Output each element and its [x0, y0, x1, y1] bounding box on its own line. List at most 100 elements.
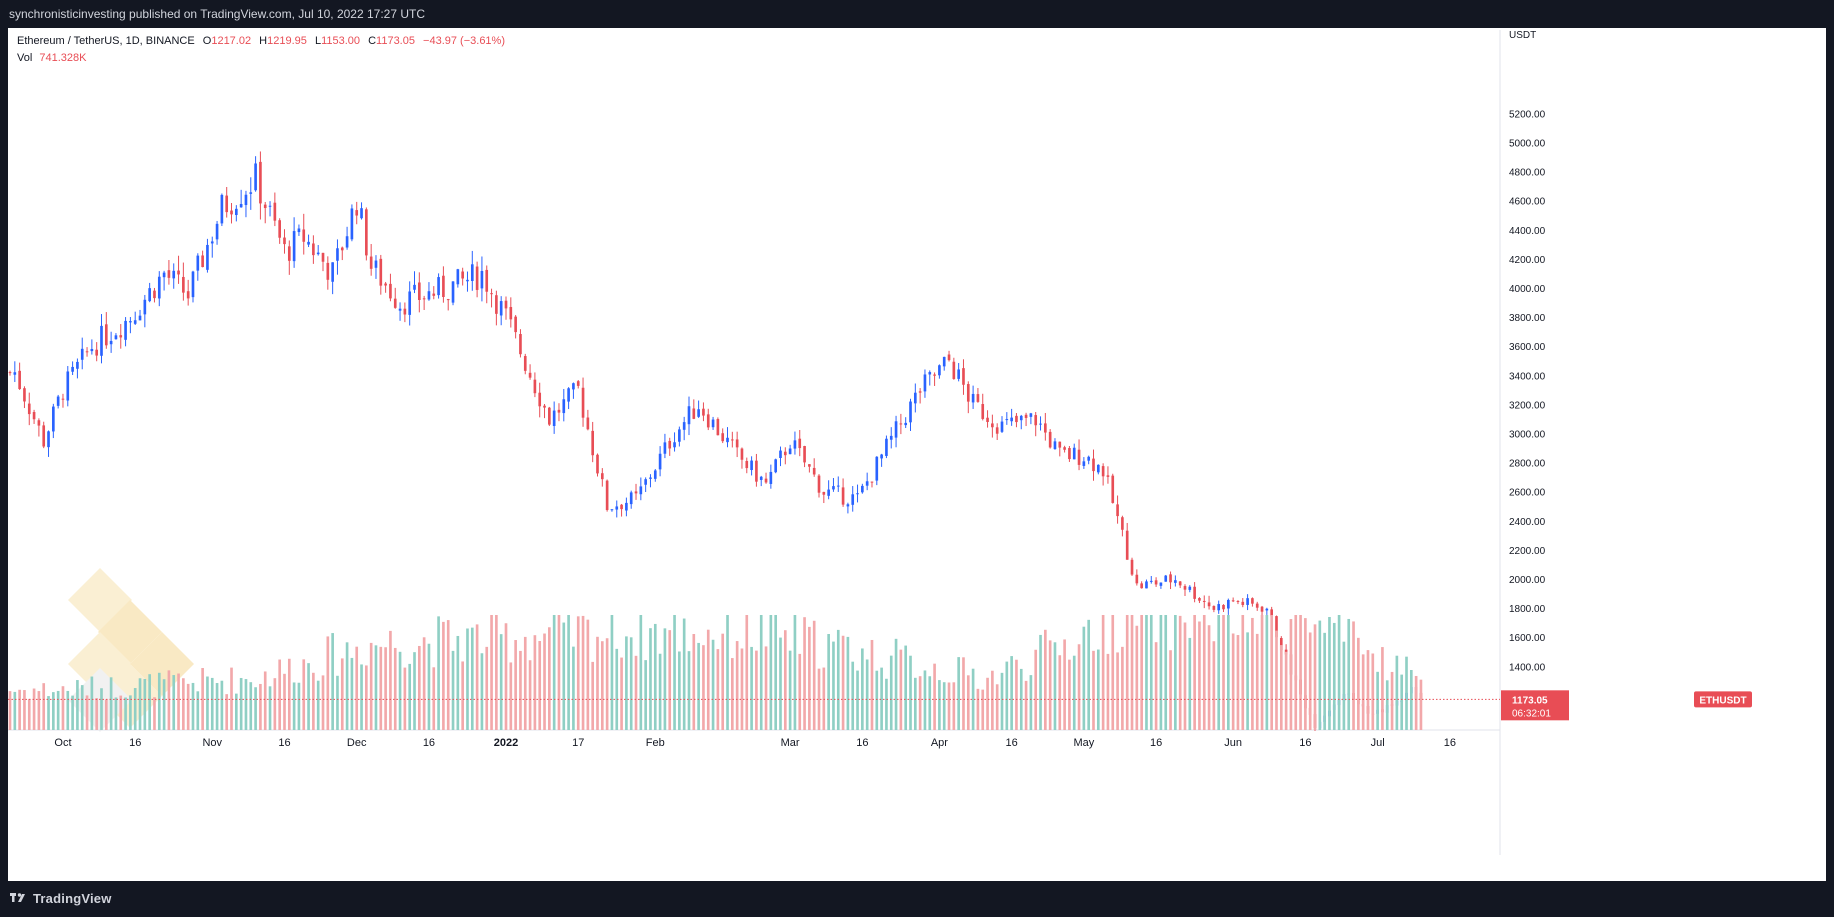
time-tick-label: 2022: [494, 737, 518, 749]
chart-panel[interactable]: [8, 28, 1826, 881]
candle-body: [552, 410, 556, 426]
volume-bar: [1024, 680, 1028, 730]
volume-bar: [326, 636, 330, 730]
last-price-value: 1173.05: [1512, 695, 1548, 706]
volume-bar: [1376, 671, 1379, 730]
candle-body: [678, 429, 681, 442]
candle-body: [1265, 608, 1269, 611]
candle-body: [52, 406, 55, 432]
volume-bar: [1236, 635, 1240, 730]
vol-value: 741.328K: [39, 52, 87, 64]
volume-bar: [514, 640, 517, 730]
volume-bar: [557, 615, 561, 730]
candle-body: [1241, 601, 1245, 605]
candle-body: [37, 420, 41, 426]
candle-body: [114, 335, 118, 340]
volume-bar: [1414, 675, 1418, 730]
volume-bar: [1212, 641, 1216, 730]
tradingview-logo-icon[interactable]: [10, 893, 28, 905]
candle-body: [230, 210, 233, 215]
time-tick-label: Apr: [931, 737, 948, 749]
vol-label[interactable]: Vol: [17, 52, 33, 64]
volume-bar: [456, 635, 460, 730]
candle-body: [1005, 419, 1009, 421]
volume-bar: [480, 653, 484, 730]
volume-bar: [885, 678, 888, 730]
candle-body: [957, 369, 960, 379]
symbol-title[interactable]: Ethereum / TetherUS, 1D, BINANCE: [17, 35, 195, 47]
volume-legend: Vol 741.328K: [17, 52, 86, 64]
volume-bar: [827, 633, 830, 730]
volume-bar: [1082, 626, 1086, 730]
volume-bar: [350, 657, 354, 730]
candle-body: [889, 435, 893, 440]
candle-body: [1251, 598, 1254, 604]
volume-bar: [504, 623, 508, 730]
candle-body: [456, 269, 460, 285]
time-tick-label: 17: [572, 737, 584, 749]
time-tick-label: 16: [1150, 737, 1162, 749]
volume-bar: [519, 650, 522, 730]
volume-bar: [721, 633, 725, 730]
volume-bar: [206, 676, 209, 730]
candle-body: [1010, 417, 1013, 422]
candle-body: [1087, 456, 1091, 461]
volume-bar: [933, 663, 936, 730]
candle-body: [451, 281, 455, 303]
candle-body: [201, 255, 204, 268]
published-caption: synchronisticinvesting published on Trad…: [9, 7, 426, 21]
candle-body: [856, 493, 859, 495]
volume-bar: [119, 695, 123, 730]
candle-body: [528, 372, 532, 378]
volume-bar: [495, 615, 498, 730]
volume-bar: [1169, 650, 1172, 730]
volume-bar: [947, 682, 951, 730]
volume-bar: [812, 620, 816, 730]
volume-bar: [986, 677, 989, 730]
volume-bar: [133, 688, 137, 730]
candle-body: [875, 456, 879, 481]
volume-bar: [220, 680, 224, 730]
candle-body: [1231, 600, 1235, 602]
candle-body: [933, 374, 936, 376]
volume-bar: [129, 695, 132, 730]
volume-bar: [1130, 615, 1134, 730]
volume-bar: [971, 668, 975, 730]
candle-body: [32, 412, 36, 420]
candle-body: [1135, 574, 1139, 584]
volume-bar: [581, 615, 585, 730]
volume-bar: [239, 677, 243, 730]
volume-bar: [783, 630, 787, 730]
candle-body: [682, 422, 686, 430]
change-value: −43.97 (−3.61%): [423, 35, 505, 47]
candle-body: [938, 365, 941, 376]
candle-body: [1029, 413, 1033, 417]
volume-bar: [23, 690, 26, 730]
volume-bar: [1106, 653, 1110, 730]
tradingview-brand[interactable]: TradingView: [33, 891, 112, 906]
candle-body: [1034, 415, 1038, 426]
volume-bar: [1193, 615, 1196, 730]
candle-body: [350, 208, 354, 240]
candle-body: [605, 480, 609, 511]
volume-bar: [1381, 647, 1384, 730]
volume-bar: [1265, 615, 1269, 730]
candle-body: [1279, 638, 1283, 651]
candle-body: [47, 431, 50, 448]
time-tick-label: 16: [856, 737, 868, 749]
candle-body: [292, 231, 296, 262]
candle-body: [157, 276, 161, 299]
volume-bar: [726, 615, 729, 730]
volume-bar: [1178, 615, 1182, 730]
candle-body: [817, 475, 821, 493]
candle-body: [490, 293, 493, 295]
volume-bar: [52, 692, 55, 730]
candle-body: [283, 237, 286, 245]
volume-bar: [278, 659, 281, 730]
volume-bar: [1366, 650, 1370, 730]
candle-body: [13, 372, 17, 375]
candle-body: [336, 248, 339, 261]
candle-body: [90, 348, 94, 352]
volume-bar: [682, 618, 686, 730]
